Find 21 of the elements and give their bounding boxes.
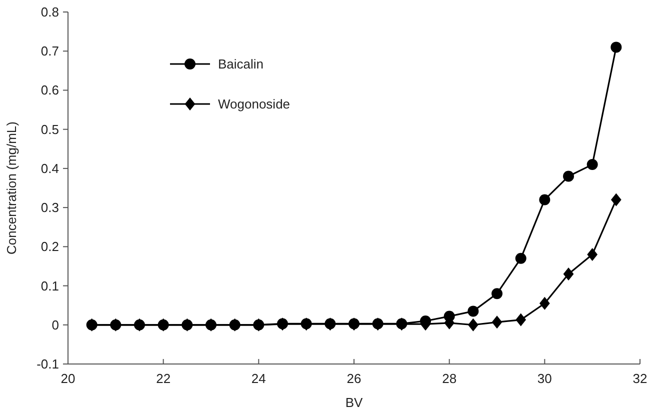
y-tick-label: 0.7	[40, 44, 59, 59]
y-tick-label: 0	[52, 317, 59, 332]
y-tick-label: -0.1	[36, 356, 59, 372]
y-tick-label: 0.6	[40, 82, 59, 98]
legend-label: Baicalin	[218, 56, 264, 72]
x-tick-label: 22	[156, 371, 171, 386]
x-tick-label: 30	[537, 371, 552, 386]
y-tick-label: 0.4	[40, 160, 59, 176]
x-tick-label: 32	[632, 371, 648, 386]
x-axis-title: BV	[345, 395, 363, 410]
y-tick-label: 0.3	[40, 200, 59, 216]
x-tick-label: 26	[346, 371, 362, 386]
y-tick-label: 0.5	[40, 122, 59, 137]
y-tick-label: 0.1	[40, 278, 59, 294]
x-tick-label: 20	[60, 371, 76, 386]
y-tick-label: 0.8	[40, 4, 59, 20]
legend-label: Wogonoside	[218, 96, 290, 112]
y-axis-title: Concentration (mg/mL)	[4, 122, 19, 254]
x-tick-label: 28	[442, 371, 457, 386]
x-tick-label: 24	[251, 371, 266, 386]
y-tick-label: 0.2	[40, 239, 59, 254]
